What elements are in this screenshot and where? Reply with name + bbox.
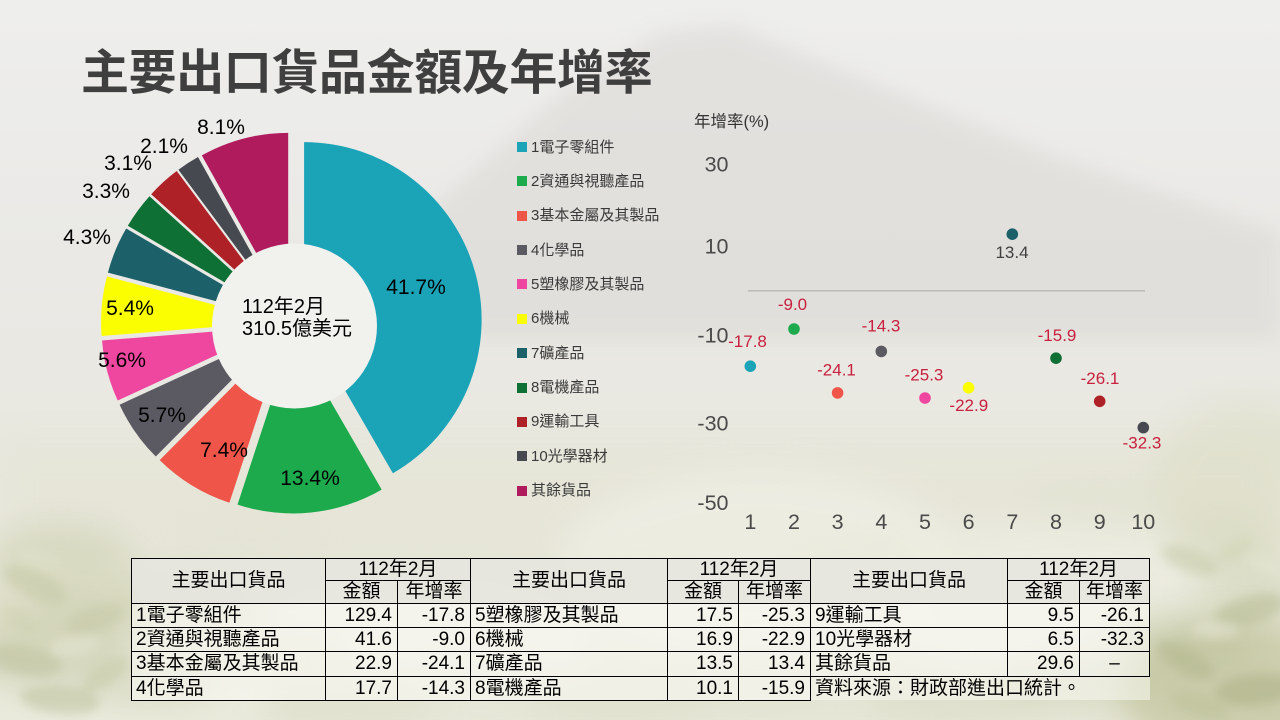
svg-text:7.4%: 7.4%	[200, 439, 248, 462]
svg-text:10: 10	[1131, 510, 1155, 534]
svg-text:7: 7	[1006, 510, 1018, 534]
svg-text:10: 10	[705, 235, 729, 259]
svg-text:4: 4	[875, 510, 887, 534]
svg-text:-14.3: -14.3	[862, 317, 901, 336]
svg-text:5.4%: 5.4%	[106, 297, 154, 320]
svg-text:112年2月: 112年2月	[242, 295, 325, 318]
svg-text:年增率(%): 年增率(%)	[694, 112, 769, 131]
svg-text:-10: -10	[697, 324, 728, 348]
svg-text:41.7%: 41.7%	[386, 276, 446, 299]
svg-text:-24.1: -24.1	[817, 361, 856, 380]
svg-text:-32.3: -32.3	[1123, 434, 1162, 453]
svg-text:-9.0: -9.0	[778, 295, 807, 314]
svg-text:-26.1: -26.1	[1081, 369, 1120, 388]
svg-text:-17.8: -17.8	[728, 332, 767, 351]
svg-text:-22.9: -22.9	[949, 396, 988, 415]
svg-text:13.4: 13.4	[995, 243, 1028, 262]
svg-text:5: 5	[919, 510, 931, 534]
svg-text:6: 6	[963, 510, 975, 534]
svg-text:3: 3	[832, 510, 844, 534]
svg-text:8: 8	[1050, 510, 1062, 534]
svg-text:9: 9	[1094, 510, 1106, 534]
svg-text:2.1%: 2.1%	[140, 135, 188, 158]
svg-text:-15.9: -15.9	[1038, 326, 1077, 345]
svg-text:3.1%: 3.1%	[104, 152, 152, 175]
svg-text:-30: -30	[697, 412, 728, 436]
svg-text:3.3%: 3.3%	[82, 180, 130, 203]
svg-text:-25.3: -25.3	[905, 366, 944, 385]
svg-text:30: 30	[705, 153, 729, 177]
svg-text:310.5億美元: 310.5億美元	[242, 317, 352, 340]
svg-text:5.7%: 5.7%	[138, 404, 186, 427]
svg-text:13.4%: 13.4%	[280, 467, 340, 490]
svg-text:5.6%: 5.6%	[98, 349, 146, 372]
svg-text:8.1%: 8.1%	[197, 116, 245, 139]
svg-text:-50: -50	[697, 491, 728, 515]
svg-text:2: 2	[788, 510, 800, 534]
svg-text:4.3%: 4.3%	[63, 226, 111, 249]
svg-text:1: 1	[744, 510, 756, 534]
